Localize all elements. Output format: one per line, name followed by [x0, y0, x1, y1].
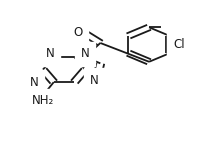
Text: N: N: [30, 76, 39, 89]
Text: NH₂: NH₂: [32, 94, 54, 107]
Text: N: N: [46, 47, 55, 61]
Text: Cl: Cl: [173, 38, 184, 51]
Text: O: O: [73, 25, 82, 39]
Text: N: N: [81, 47, 90, 61]
Text: N: N: [90, 74, 99, 87]
